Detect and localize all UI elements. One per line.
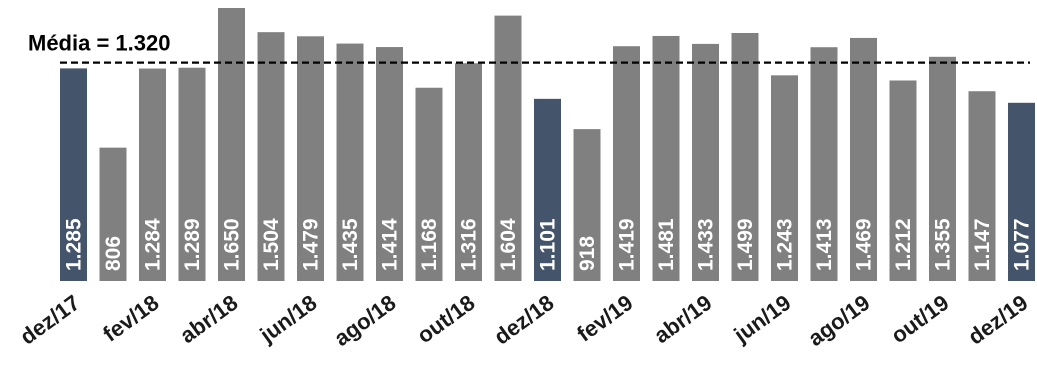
bar-nov-19 (968, 91, 996, 281)
bar-set-18 (415, 87, 443, 282)
bar-value-label: 1.479 (300, 218, 323, 271)
bar-value-label: 1.433 (695, 218, 718, 271)
bar-dez-17 (60, 68, 87, 282)
bar-jun-18 (297, 36, 324, 282)
bar-value-label: 1.289 (181, 218, 204, 271)
x-tick-label: dez/18 (489, 290, 558, 350)
bar-value-label: 1.101 (537, 218, 560, 271)
bar-value-label: 1.077 (1011, 218, 1034, 271)
x-tick-label: ago/18 (329, 290, 400, 351)
bar-value-label: 1.481 (655, 218, 678, 271)
bar-dez-19 (1008, 102, 1035, 282)
x-tick-label: jun/19 (728, 290, 795, 348)
bar-abr-19 (692, 43, 719, 281)
bar-value-label: 1.285 (63, 218, 86, 271)
x-tick-label: fev/19 (572, 290, 637, 347)
bar-jul-18 (336, 43, 364, 282)
x-tick-label: fev/18 (98, 290, 163, 347)
bar-fev-19 (613, 46, 640, 281)
bar-out-18 (455, 63, 482, 282)
bar-value-label: 1.284 (142, 218, 165, 271)
bar-mai-18 (257, 32, 285, 281)
bar-value-label: 806 (102, 236, 125, 271)
bar-out-19 (929, 56, 956, 282)
bar-value-label: 1.419 (616, 218, 639, 271)
bar-value-label: 918 (576, 236, 599, 271)
bar-value-label: 1.316 (458, 218, 481, 271)
bar-jul-19 (810, 47, 838, 282)
bar-value-label: 1.212 (892, 218, 915, 271)
bar-jun-19 (771, 75, 798, 281)
bar-value-label: 1.469 (853, 218, 876, 271)
x-tick-label: out/18 (412, 290, 479, 348)
x-tick-label: dez/19 (963, 290, 1032, 350)
x-tick-label: ago/19 (803, 290, 874, 351)
bar-jan-19 (573, 129, 601, 281)
bar-mai-19 (731, 32, 759, 281)
x-tick-label: abr/18 (175, 290, 242, 348)
bar-value-label: 1.435 (339, 218, 362, 271)
x-tick-label: dez/17 (15, 290, 84, 350)
bar-fev-18 (139, 68, 166, 281)
bar-set-19 (889, 80, 917, 282)
bar-dez-18 (534, 98, 561, 281)
bar-value-label: 1.650 (221, 218, 244, 271)
bar-value-label: 1.355 (932, 218, 955, 271)
bar-ago-19 (850, 37, 877, 282)
bar-value-label: 1.499 (734, 218, 757, 271)
bar-value-label: 1.168 (418, 218, 441, 271)
bar-value-label: 1.414 (379, 218, 402, 271)
bar-value-label: 1.243 (774, 218, 797, 271)
bar-value-label: 1.504 (260, 218, 283, 271)
bar-value-label: 1.413 (813, 218, 836, 271)
bars-group: 1.285 806 1.284 1.289 1.650 1.504 1.479 1.435 1.… (60, 8, 1035, 282)
bar-abr-18 (218, 8, 245, 281)
x-tick-label: jun/18 (254, 290, 321, 348)
average-label: Média = 1.320 (28, 31, 170, 56)
bar-jan-18 (99, 147, 127, 281)
bar-mar-19 (652, 35, 680, 281)
x-tick-label: abr/19 (649, 290, 716, 348)
bar-value-label: 1.604 (497, 218, 520, 271)
bar-ago-18 (376, 47, 403, 281)
bar-value-label: 1.147 (971, 218, 994, 271)
bar-nov-18 (494, 15, 522, 282)
x-axis-labels: dez/17 fev/18 abr/18 jun/18 ago/18 out/18 dez/… (15, 290, 1032, 351)
x-tick-label: out/19 (886, 290, 953, 348)
bar-mar-18 (178, 67, 206, 281)
